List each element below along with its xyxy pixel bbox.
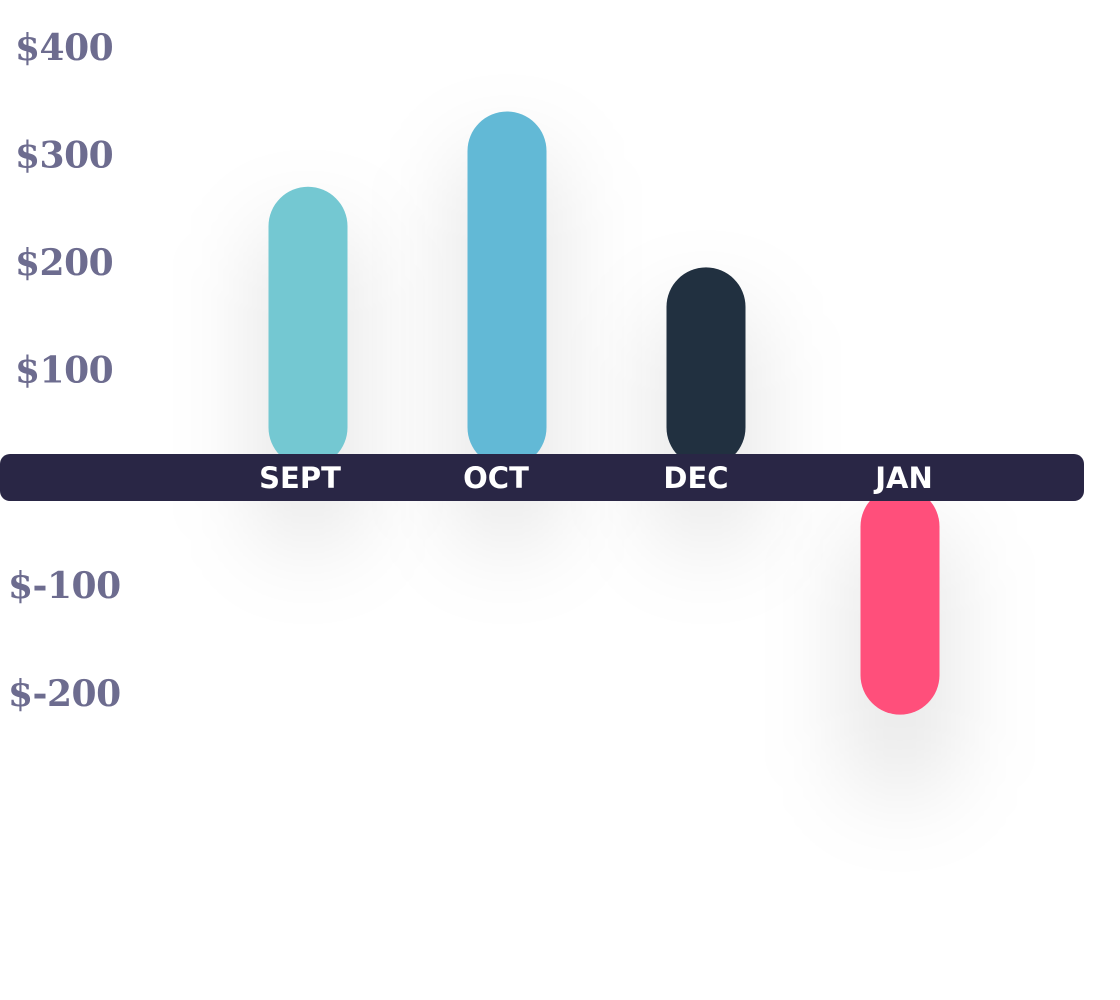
- y-tick-label: $400: [15, 27, 113, 69]
- y-tick-label: $100: [15, 350, 113, 392]
- y-tick-label: $200: [15, 242, 113, 284]
- bar-oct: [467, 111, 547, 467]
- y-tick-label: $-200: [8, 673, 121, 715]
- category-label-oct: OCT: [463, 461, 529, 495]
- bar-dec: [666, 267, 746, 467]
- y-tick-label: $-100: [8, 565, 121, 607]
- x-axis-band: [0, 454, 1084, 501]
- category-label-dec: DEC: [663, 461, 728, 495]
- bar-jan: [860, 487, 940, 715]
- category-label-jan: JAN: [873, 461, 933, 495]
- y-tick-label: $300: [15, 135, 113, 177]
- category-label-sept: SEPT: [259, 461, 341, 495]
- bar-sept: [268, 186, 348, 467]
